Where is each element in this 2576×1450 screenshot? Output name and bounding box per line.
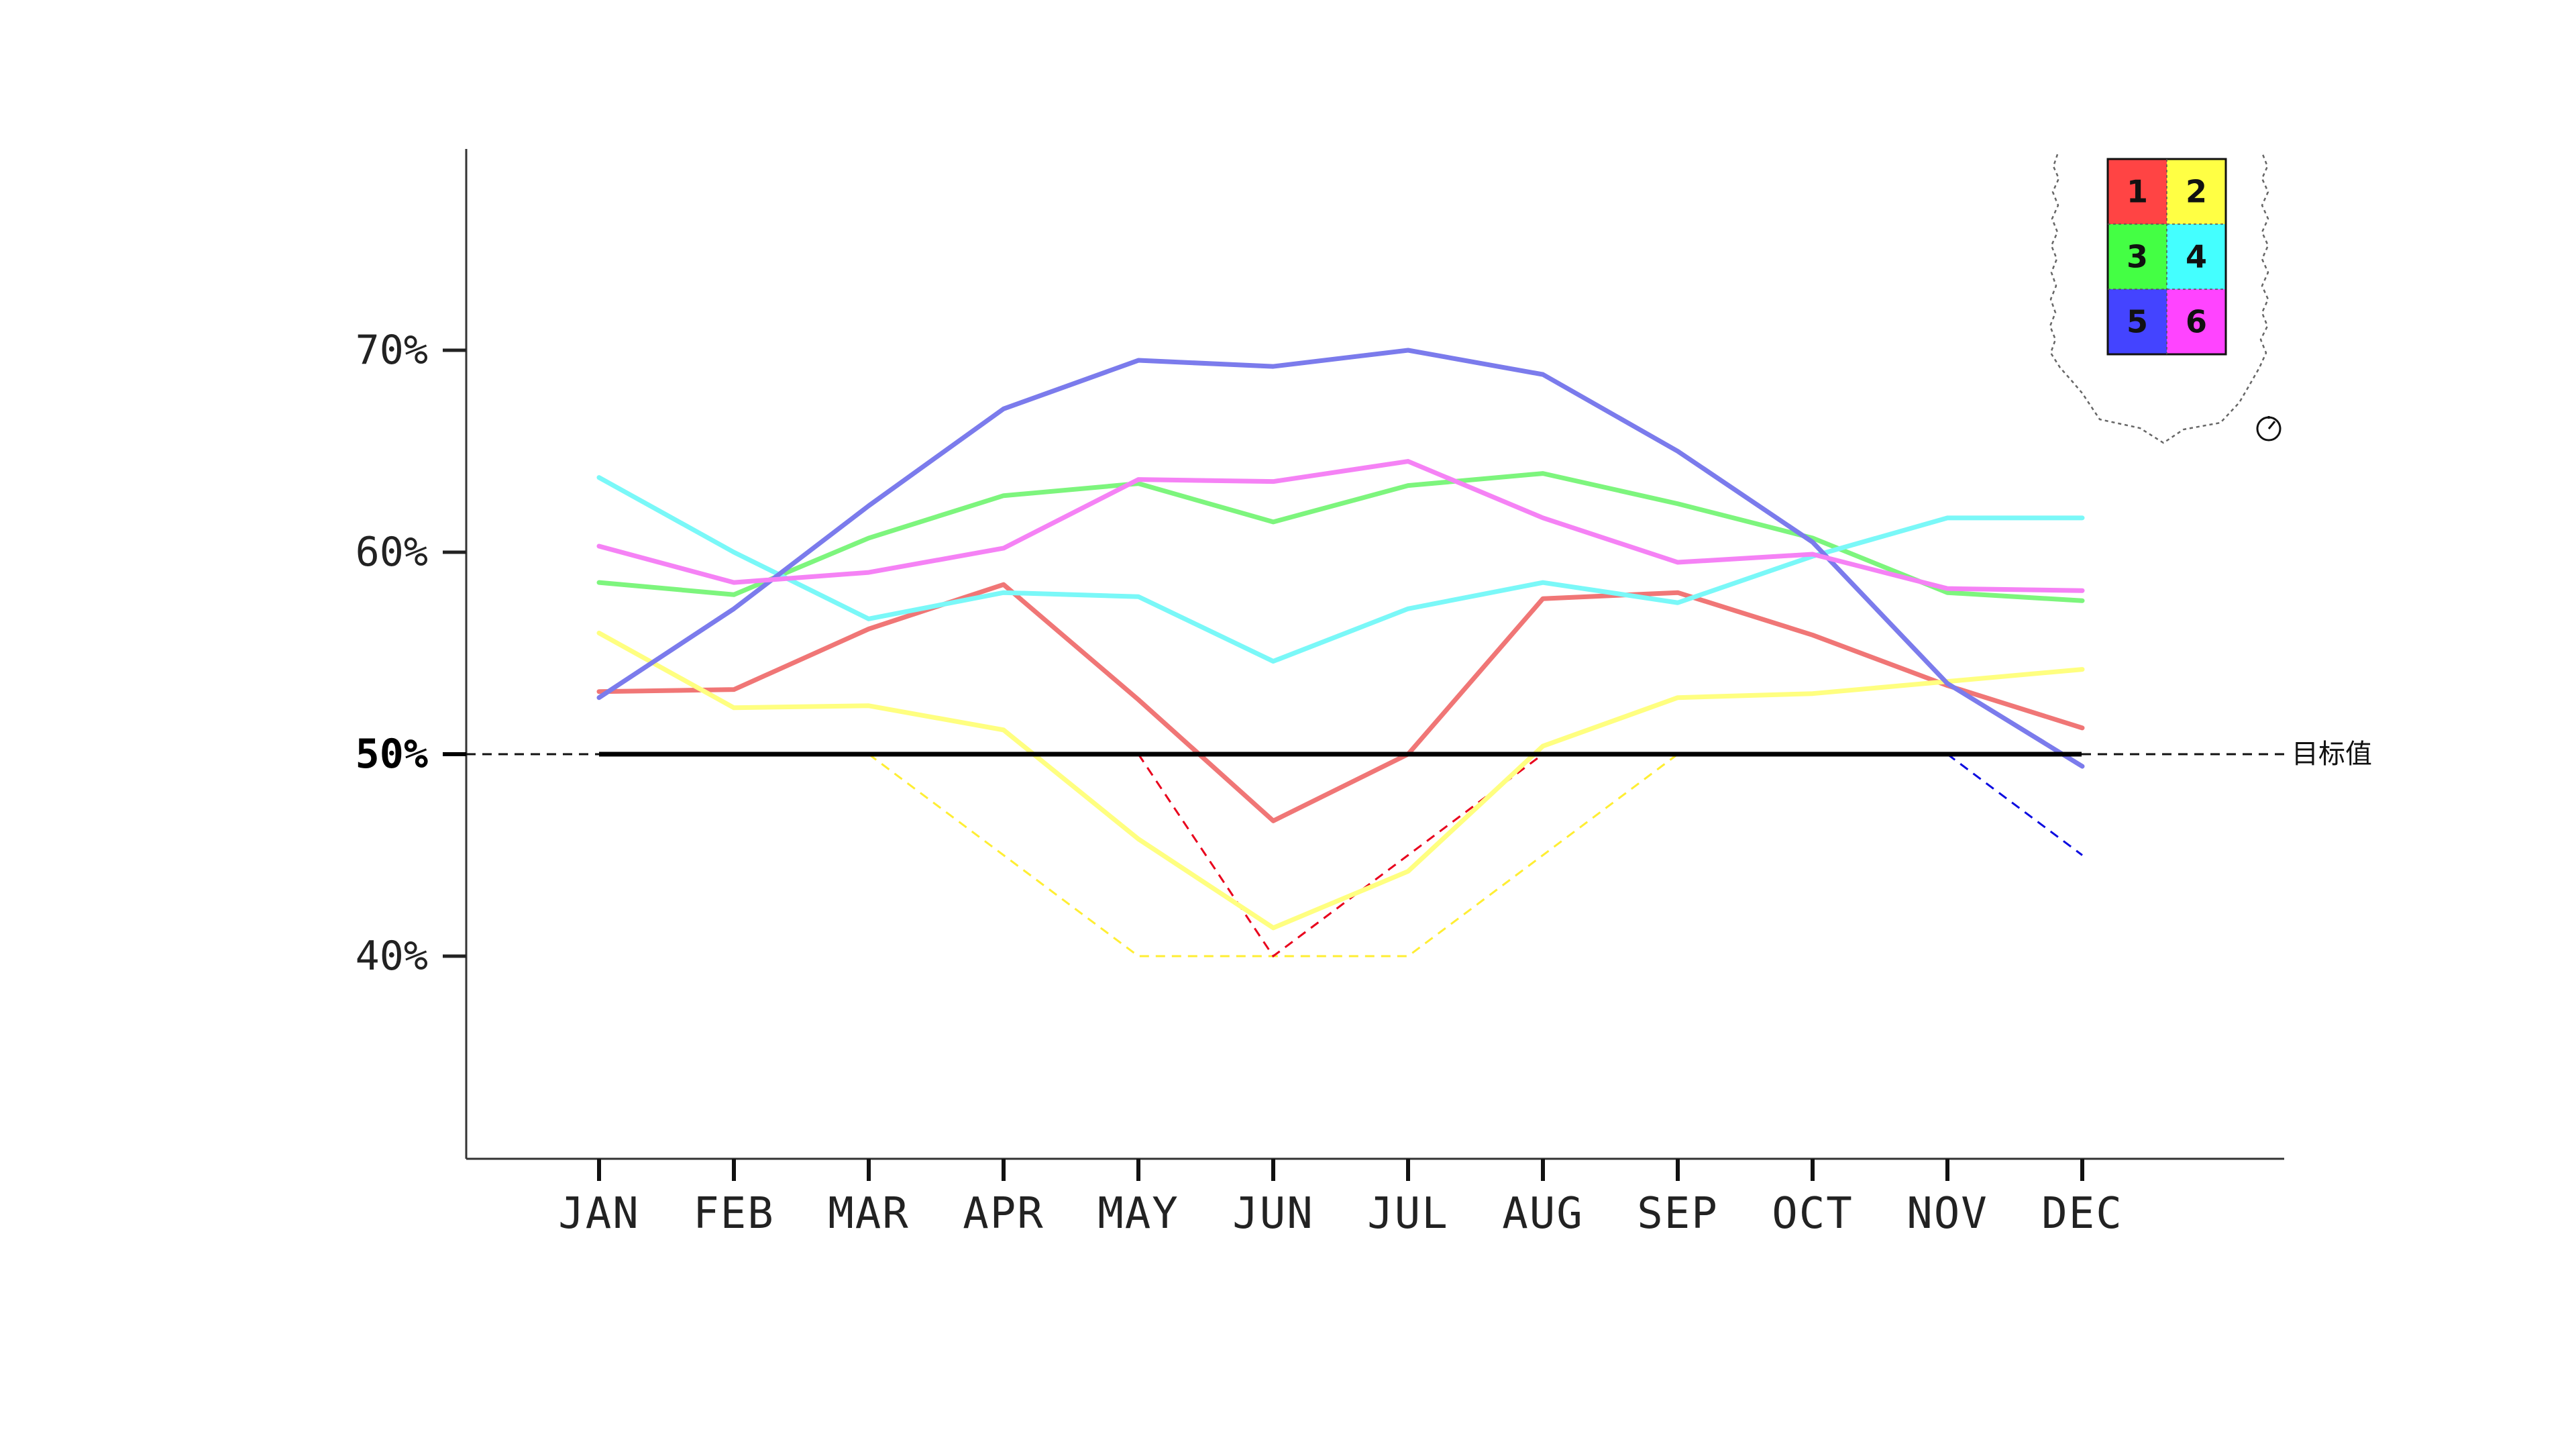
y-tick-label: 40%: [356, 933, 428, 980]
x-tick-label: JUN: [1232, 1189, 1314, 1239]
x-tick-label: FEB: [693, 1189, 775, 1239]
x-tick-label: SEP: [1637, 1189, 1719, 1239]
chart-axes: [465, 149, 2284, 1160]
legend-label-2: 2: [2186, 174, 2207, 210]
below-target-dashed-lines: [868, 753, 2083, 958]
x-tick-label: DEC: [2041, 1189, 2123, 1239]
y-tick-label: 70%: [356, 327, 428, 374]
legend-swatch-3: [2108, 224, 2167, 289]
x-tick-label: NOV: [1907, 1189, 1988, 1239]
x-tick-label: MAR: [828, 1189, 910, 1239]
series-line-5: [596, 348, 2085, 769]
series-line-3: [596, 471, 2085, 603]
x-tick-label: JUL: [1367, 1189, 1449, 1239]
legend: 1 2 3 4 5 6: [2049, 154, 2282, 444]
target-label: 目标值: [2292, 739, 2372, 770]
x-tick-label: JAN: [558, 1189, 640, 1239]
series-line-1: [596, 582, 2085, 823]
timer-icon: [2256, 416, 2282, 442]
legend-swatch-1: [2108, 159, 2167, 224]
target-line-group: 目标值: [466, 739, 2372, 770]
legend-label-1: 1: [2127, 174, 2148, 210]
legend-label-4: 4: [2186, 239, 2207, 275]
legend-cells: 1 2 3 4 5 6: [2106, 158, 2227, 356]
legend-label-6: 6: [2186, 304, 2207, 340]
series-line-2: [596, 630, 2085, 931]
legend-swatch-2: [2167, 159, 2226, 224]
series-line-4: [596, 475, 2085, 664]
dashed-line-series-5: [1947, 753, 2083, 856]
series-lines: [596, 348, 2085, 931]
legend-torn-border: [2049, 154, 2269, 444]
y-ticks: 40% 50% 60% 70%: [356, 327, 466, 980]
legend-label-5: 5: [2127, 304, 2148, 340]
y-tick-label: 50%: [356, 731, 428, 778]
legend-swatch-4: [2167, 224, 2226, 289]
series-line-6: [596, 459, 2085, 593]
legend-swatch-6: [2167, 289, 2226, 354]
legend-label-3: 3: [2127, 239, 2148, 275]
x-ticks: JAN FEB MAR APR MAY JUN JUL AUG SEP OCT NOV DEC: [558, 1159, 2123, 1239]
x-tick-label: APR: [963, 1189, 1044, 1239]
dashed-line-series-1: [1137, 753, 1544, 958]
legend-swatch-5: [2108, 289, 2167, 354]
x-tick-label: MAY: [1097, 1189, 1179, 1239]
x-tick-label: OCT: [1772, 1189, 1854, 1239]
x-tick-label: AUG: [1502, 1189, 1584, 1239]
y-tick-label: 60%: [356, 529, 428, 576]
